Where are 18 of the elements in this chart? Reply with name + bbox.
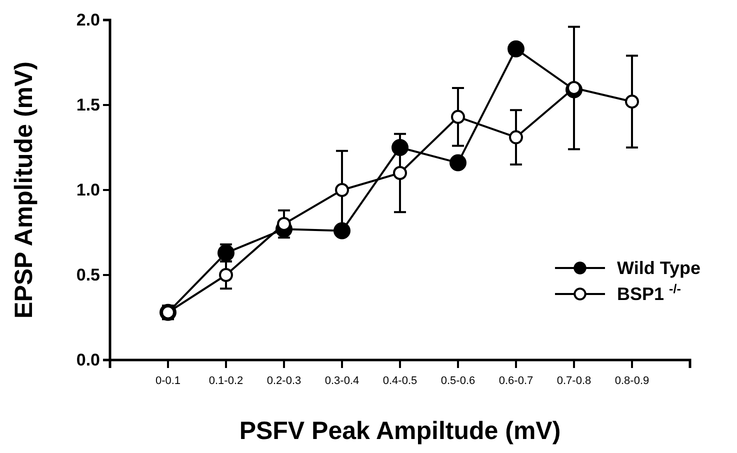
x-tick-label: 0.2-0.3 <box>266 375 302 388</box>
x-tick-label: 0.8-0.9 <box>614 375 650 388</box>
x-axis-title: PSFV Peak Ampiltude (mV) <box>239 417 561 445</box>
y-tick-label: 1.5 <box>76 95 100 114</box>
x-tick-label: 0.7-0.8 <box>556 375 592 388</box>
x-tick-label: 0.4-0.5 <box>382 375 418 388</box>
x-tick-label: 0.1-0.2 <box>208 375 244 388</box>
x-tick-label: 0.5-0.6 <box>440 375 476 388</box>
x-tick-label: 0.3-0.4 <box>324 375 360 388</box>
x-tick-label: 0-0.1 <box>155 375 181 388</box>
y-tick-label: 1.0 <box>76 180 100 200</box>
x-tick-label: 0.6-0.7 <box>498 375 534 388</box>
y-tick-label: 0.5 <box>76 265 100 284</box>
y-tick-label: 2.0 <box>76 10 100 30</box>
y-tick-label: 0.0 <box>76 350 100 370</box>
legend-label: BSP1 $^{-/-}$ <box>617 282 681 304</box>
y-axis-title: EPSP Amplitude (mV) <box>10 62 38 318</box>
legend-label: Wild Type <box>617 258 701 278</box>
